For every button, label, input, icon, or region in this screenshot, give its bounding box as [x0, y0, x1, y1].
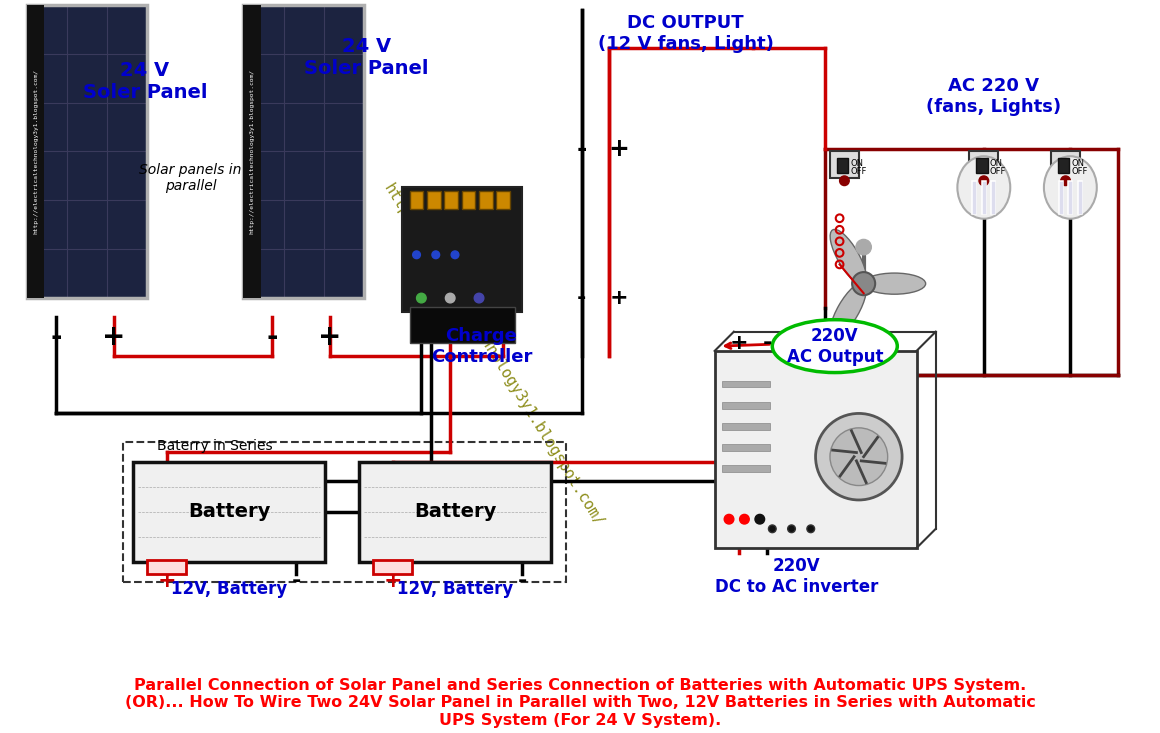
Text: OFF: OFF — [989, 166, 1006, 176]
Bar — [976, 158, 987, 173]
Bar — [444, 191, 458, 209]
Circle shape — [1060, 176, 1071, 185]
Bar — [1051, 151, 1080, 178]
Bar — [723, 465, 770, 472]
Text: -: - — [577, 137, 587, 161]
Bar — [723, 423, 770, 430]
Text: +: + — [730, 334, 748, 353]
Bar — [374, 559, 412, 574]
Text: OFF: OFF — [1072, 166, 1088, 176]
Circle shape — [831, 428, 887, 485]
Bar — [358, 462, 551, 562]
Bar — [831, 151, 858, 178]
Ellipse shape — [957, 156, 1010, 218]
Text: 24 V
Soler Panel: 24 V Soler Panel — [82, 62, 208, 102]
Bar — [723, 444, 770, 451]
Text: Battery: Battery — [188, 503, 270, 521]
Bar — [409, 191, 423, 209]
Circle shape — [740, 515, 749, 524]
Bar — [133, 462, 325, 562]
Bar — [971, 191, 998, 212]
Text: 12V, Battery: 12V, Battery — [397, 581, 513, 598]
Bar — [27, 5, 147, 298]
Text: http://electricaltechnology3y1.blogspot.com/: http://electricaltechnology3y1.blogspot.… — [380, 182, 607, 530]
Bar — [479, 191, 493, 209]
Circle shape — [768, 525, 776, 533]
Text: Battery: Battery — [414, 503, 496, 521]
Bar — [723, 402, 770, 408]
Ellipse shape — [831, 229, 867, 284]
Bar — [836, 158, 848, 173]
Text: 220V
AC Output: 220V AC Output — [786, 327, 883, 366]
Ellipse shape — [863, 273, 926, 294]
Circle shape — [856, 240, 871, 255]
Text: +: + — [318, 323, 342, 350]
Text: Baterry in Series: Baterry in Series — [157, 439, 273, 454]
Text: ON: ON — [989, 159, 1002, 168]
Bar — [427, 191, 441, 209]
Text: http://electricaltechnology3y1.blogspot.com/: http://electricaltechnology3y1.blogspot.… — [249, 69, 255, 234]
Bar — [123, 442, 566, 582]
Bar — [27, 5, 147, 298]
Circle shape — [416, 293, 426, 303]
Text: AC 220 V
(fans, Lights): AC 220 V (fans, Lights) — [926, 77, 1061, 116]
Circle shape — [840, 176, 849, 185]
Text: -: - — [291, 571, 302, 591]
Bar — [27, 5, 44, 298]
Circle shape — [788, 525, 796, 533]
Text: ON: ON — [850, 159, 863, 168]
Text: OFF: OFF — [850, 166, 867, 176]
Text: +: + — [609, 288, 628, 308]
Bar — [403, 188, 522, 312]
Text: 220V
DC to AC inverter: 220V DC to AC inverter — [715, 558, 878, 596]
Text: http://electricaltechnology3y1.blogspot.com/: http://electricaltechnology3y1.blogspot.… — [34, 69, 38, 234]
Text: -: - — [517, 571, 527, 591]
Text: -: - — [50, 323, 61, 350]
Circle shape — [474, 293, 484, 303]
Bar — [462, 191, 476, 209]
Text: 12V, Battery: 12V, Battery — [171, 581, 288, 598]
Circle shape — [724, 515, 734, 524]
Text: ON: ON — [1072, 159, 1085, 168]
Bar — [147, 559, 186, 574]
Text: 24 V
Soler Panel: 24 V Soler Panel — [304, 37, 428, 78]
Circle shape — [445, 293, 455, 303]
Text: +: + — [102, 323, 125, 350]
Text: +: + — [158, 571, 176, 591]
Circle shape — [979, 176, 988, 185]
Text: +: + — [608, 137, 629, 161]
Text: -: - — [763, 334, 773, 353]
Bar — [244, 5, 364, 298]
Bar — [409, 306, 515, 343]
Bar — [496, 191, 509, 209]
Text: Solar panels in
parallel: Solar panels in parallel — [139, 163, 241, 193]
Circle shape — [413, 251, 420, 259]
Text: +: + — [383, 571, 401, 591]
Text: -: - — [267, 323, 278, 350]
Bar — [1058, 158, 1070, 173]
Bar — [715, 351, 916, 548]
Ellipse shape — [773, 320, 898, 372]
Text: -: - — [578, 288, 587, 308]
Circle shape — [432, 251, 440, 259]
Ellipse shape — [831, 283, 867, 338]
Circle shape — [815, 413, 902, 500]
Circle shape — [451, 251, 459, 259]
Circle shape — [853, 272, 875, 295]
Bar — [970, 151, 999, 178]
Text: Parallel Connection of Solar Panel and Series Connection of Batteries with Autom: Parallel Connection of Solar Panel and S… — [124, 678, 1036, 728]
Bar — [244, 5, 261, 298]
Circle shape — [807, 525, 814, 533]
Ellipse shape — [1044, 156, 1097, 218]
Text: Charge
Controller: Charge Controller — [430, 327, 532, 366]
Bar — [723, 380, 770, 388]
Circle shape — [755, 515, 764, 524]
Bar — [244, 5, 364, 298]
Text: DC OUTPUT
(12 V fans, Light): DC OUTPUT (12 V fans, Light) — [597, 15, 774, 54]
Bar — [1057, 191, 1083, 212]
